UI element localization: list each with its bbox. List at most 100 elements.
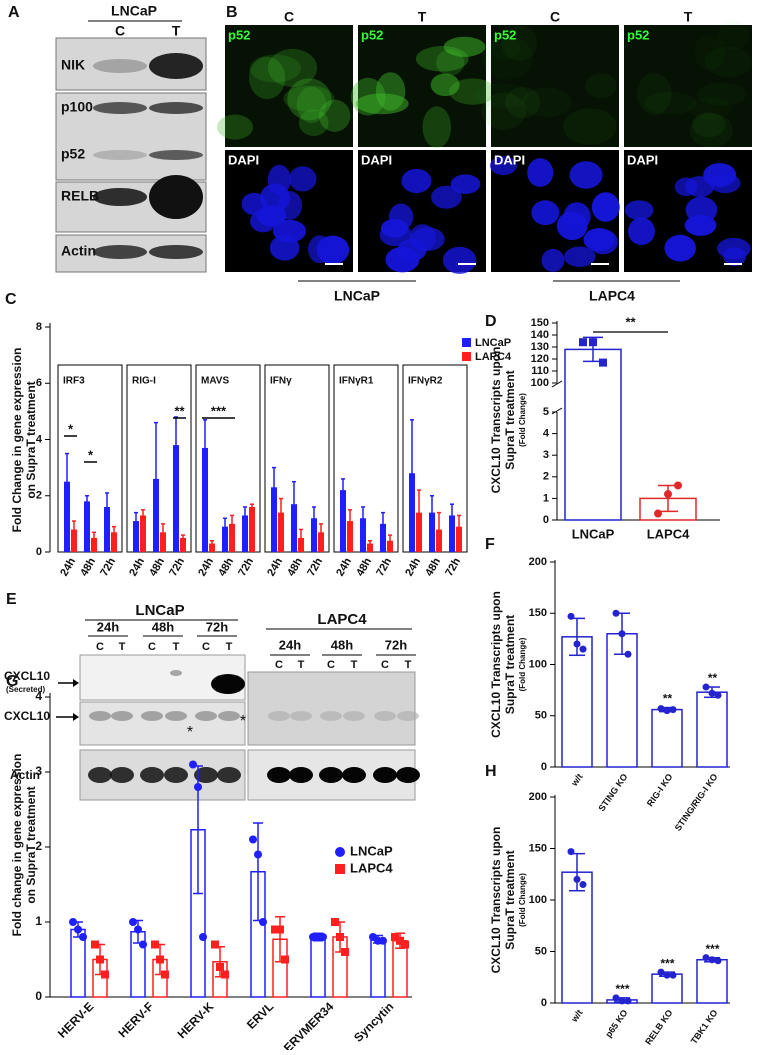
arrowhead bbox=[73, 679, 79, 687]
x-tick-label: TBK1 KO bbox=[689, 1008, 720, 1046]
data-point bbox=[331, 918, 339, 926]
stain-label: DAPI bbox=[494, 152, 525, 167]
y-tick-label: 0 bbox=[541, 761, 547, 773]
x-tick-label: 72h bbox=[236, 556, 256, 579]
facet-label: IFNγR2 bbox=[408, 376, 443, 387]
data-point bbox=[134, 925, 142, 934]
x-tick-label: 72h bbox=[167, 556, 187, 579]
time-label: 72h bbox=[385, 637, 407, 652]
blot-band bbox=[93, 59, 147, 73]
p52-signal bbox=[688, 97, 733, 119]
panel-label: G bbox=[6, 673, 18, 690]
blot-band bbox=[194, 767, 218, 783]
bar bbox=[91, 537, 97, 552]
p52-signal bbox=[501, 25, 538, 61]
facet-label: IFNγ bbox=[270, 376, 292, 387]
nucleus bbox=[531, 200, 560, 226]
data-point bbox=[341, 948, 349, 956]
nucleus bbox=[628, 217, 655, 246]
stain-label: DAPI bbox=[627, 152, 658, 167]
time-label: 48h bbox=[331, 637, 353, 652]
blot-band bbox=[111, 711, 133, 721]
significance-label: ** bbox=[625, 314, 636, 329]
blot-box bbox=[79, 701, 246, 746]
data-point bbox=[259, 918, 267, 926]
bar bbox=[318, 532, 324, 552]
x-tick-label: 72h bbox=[443, 556, 463, 579]
data-point bbox=[396, 936, 404, 945]
p52-signal bbox=[505, 87, 541, 118]
p52-signal bbox=[268, 48, 318, 87]
data-point bbox=[573, 875, 581, 883]
facet-label: IFNγR1 bbox=[339, 376, 374, 387]
bar bbox=[392, 940, 408, 998]
nucleus bbox=[385, 246, 420, 273]
y-tick-label: 6 bbox=[36, 377, 42, 389]
axis-break bbox=[551, 407, 563, 415]
x-tick-label: 48h bbox=[147, 556, 167, 579]
nucleus bbox=[272, 219, 307, 243]
lane-label: T bbox=[405, 659, 412, 671]
time-label: 72h bbox=[206, 619, 228, 634]
nucleus bbox=[489, 156, 517, 176]
y-tick-label: 100 bbox=[529, 658, 547, 670]
blot-box bbox=[247, 671, 416, 746]
data-point bbox=[319, 933, 327, 941]
y-tick-label: 120 bbox=[531, 353, 549, 365]
p52-image bbox=[491, 25, 619, 147]
bar bbox=[311, 518, 317, 552]
lane-label: T bbox=[226, 641, 233, 653]
x-tick-label: STING/RIG-I KO bbox=[673, 772, 720, 833]
blot-band bbox=[140, 767, 164, 783]
p52-signal bbox=[585, 73, 617, 99]
y-axis-label: CXCL10 Transcripts upon bbox=[489, 591, 503, 738]
bar bbox=[202, 447, 208, 552]
p52-signal bbox=[249, 56, 286, 100]
x-tick-label: 24h bbox=[127, 556, 147, 579]
y-tick-label: 150 bbox=[529, 842, 547, 854]
group-label: LAPC4 bbox=[317, 611, 367, 628]
x-tick-label: HERV-E bbox=[55, 999, 96, 1040]
nucleus bbox=[664, 234, 696, 262]
axis-break bbox=[551, 380, 563, 388]
data-point bbox=[156, 955, 164, 964]
p52-signal bbox=[694, 35, 725, 70]
data-point bbox=[216, 963, 224, 971]
x-tick-label: 24h bbox=[265, 556, 285, 579]
data-point bbox=[579, 645, 587, 653]
y-axis-label: on SupraT treatment bbox=[24, 381, 38, 498]
nucleus bbox=[541, 248, 565, 272]
bar bbox=[340, 490, 346, 552]
x-tick-label: RELB KO bbox=[643, 1008, 674, 1047]
significance-label: *** bbox=[615, 982, 630, 996]
bar bbox=[651, 708, 683, 768]
x-tick-label: ERVMER34 bbox=[281, 999, 337, 1050]
bar bbox=[71, 529, 77, 552]
data-point bbox=[708, 956, 716, 964]
nucleus bbox=[431, 185, 462, 209]
p52-signal bbox=[296, 86, 327, 124]
y-axis-label: Fold change in gene expression bbox=[10, 754, 24, 937]
blot-band bbox=[149, 102, 203, 114]
y-tick-label: 3 bbox=[35, 764, 42, 778]
data-point bbox=[271, 925, 279, 934]
data-point bbox=[379, 936, 387, 945]
blot-row-label: Actin bbox=[61, 243, 96, 259]
nucleus bbox=[316, 235, 350, 265]
blot-band bbox=[164, 767, 188, 783]
y-tick-label: 50 bbox=[535, 710, 547, 722]
bar bbox=[449, 515, 455, 552]
legend-label: LNCaP bbox=[350, 843, 393, 858]
y-tick-label: 200 bbox=[529, 556, 547, 568]
data-point bbox=[96, 955, 104, 964]
y-tick-label: 1 bbox=[35, 914, 42, 928]
nucleus bbox=[450, 174, 481, 194]
p52-signal bbox=[704, 46, 752, 78]
nucleus bbox=[564, 246, 596, 267]
bar bbox=[160, 532, 166, 552]
stain-label: p52 bbox=[361, 27, 383, 42]
blot-band bbox=[149, 53, 203, 79]
legend-label: LNCaP bbox=[475, 337, 511, 349]
y-axis-label: CXCL10 Transcripts upon bbox=[489, 827, 503, 974]
